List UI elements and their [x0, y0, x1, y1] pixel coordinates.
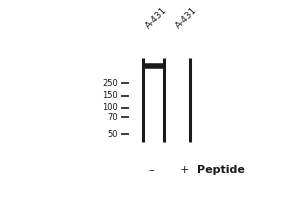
Text: 50: 50 — [107, 130, 118, 139]
Text: 250: 250 — [102, 79, 118, 88]
Text: –: – — [148, 165, 154, 175]
Text: +: + — [179, 165, 189, 175]
Text: A-431: A-431 — [174, 5, 199, 30]
Text: Peptide: Peptide — [197, 165, 245, 175]
Text: A-431: A-431 — [144, 5, 169, 30]
Text: 150: 150 — [102, 91, 118, 100]
Text: 70: 70 — [107, 113, 118, 122]
Text: 100: 100 — [102, 103, 118, 112]
